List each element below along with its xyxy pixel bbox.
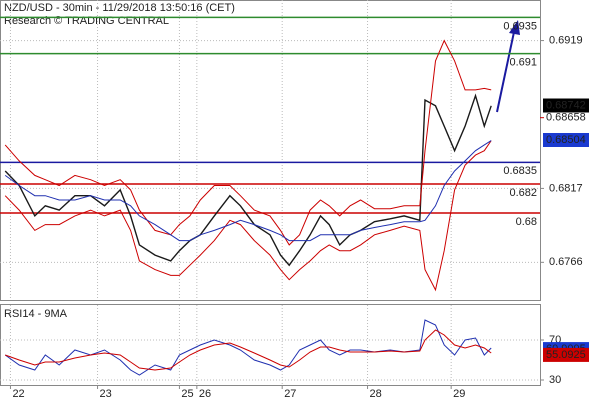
series-line [5, 329, 492, 371]
rsi-panel [0, 304, 541, 386]
y-tick-label: 30 [549, 374, 561, 386]
y-tick-label: 0.6817 [549, 182, 583, 194]
x-tick-label: 26 [199, 388, 211, 400]
forecast-arrow [496, 31, 515, 113]
rsi-title: RSI14 - 9MA [4, 308, 68, 320]
x-tick-label: 28 [370, 388, 382, 400]
level-label: 0.691 [509, 57, 537, 69]
series-line [4, 93, 492, 267]
y-tick-label: 0.6766 [549, 256, 583, 268]
price-tag [543, 133, 589, 147]
level-label: 0.6935 [503, 20, 537, 32]
x-tick-label: 22 [12, 388, 24, 400]
x-tick-label: 29 [453, 388, 465, 400]
series-line [4, 319, 492, 376]
y-tick-label: 0.6919 [549, 34, 583, 46]
price-tag [543, 98, 589, 113]
price-tag-label: 0.68504 [546, 134, 586, 146]
series-line [4, 140, 492, 292]
series-line [4, 140, 492, 242]
price-tag-label: 0.68742 [546, 99, 586, 111]
arrow-head [509, 20, 520, 35]
series-line [4, 39, 492, 246]
x-tick-label: 23 [100, 388, 112, 400]
level-label: 0.6835 [503, 165, 537, 177]
price-tag-label: 55.0925 [546, 349, 586, 361]
price-tag [543, 347, 589, 362]
price-panel [0, 0, 541, 301]
x-tick-label: 25 [181, 388, 193, 400]
x-tick-label: 27 [284, 388, 296, 400]
level-label: 0.682 [509, 187, 537, 199]
chart-title: NZD/USD - 30min - 11/29/2018 13:50:16 (C… [4, 2, 235, 14]
level-label: 0.68 [516, 216, 537, 228]
price-tag-label: 0.68658 [546, 112, 586, 124]
